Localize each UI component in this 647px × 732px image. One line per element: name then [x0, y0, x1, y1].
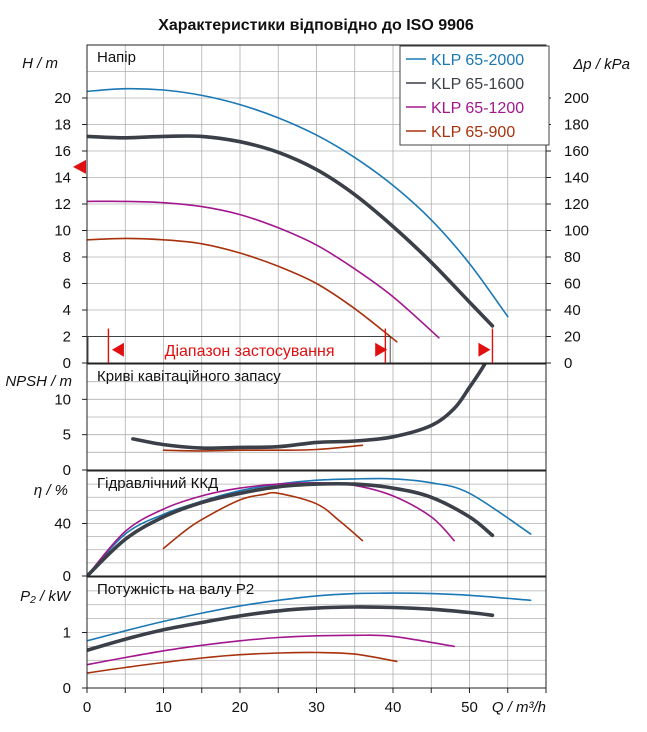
panel-1-ytick-label: 2 [63, 329, 71, 346]
panel-4-series-klp-65-1200 [87, 634, 455, 666]
y2tick-label: 200 [564, 90, 589, 107]
panel-2-title: Криві кавітаційного запасу [97, 368, 281, 385]
y2tick-label: 100 [564, 223, 589, 240]
xtick-label: 20 [232, 699, 249, 716]
x-axis-label: Q / m³/h [492, 699, 546, 716]
panel-4-title: Потужність на валу P2 [97, 581, 254, 598]
y2tick-label: 160 [564, 143, 589, 160]
y2tick-label: 20 [564, 329, 581, 346]
panel-3-series-klp-65-2000 [87, 477, 532, 576]
chart-title: Характеристики відповідно до ISO 9906 [158, 17, 474, 34]
panel-3-title: Гідравлічний ККД [97, 475, 218, 492]
y2tick-label: 60 [564, 276, 581, 293]
panel-2-ytick-label: 5 [63, 427, 71, 444]
panel-3-series-klp-65-1200 [87, 481, 455, 576]
y2-axis-label: Δp / kPa [572, 56, 630, 73]
range-arrow-right [375, 342, 388, 357]
panel-4-y-axis-label: P₂ / kW [20, 588, 72, 605]
panel-3-ytick-label: 0 [63, 568, 71, 585]
y2tick-label: 80 [564, 249, 581, 266]
panel-3-series-klp-65-1600 [87, 481, 495, 576]
labels-layer: 0246810121416182002040608010012014016018… [5, 49, 630, 716]
panel-2-y-axis-label: NPSH / m [5, 373, 72, 390]
panel-1-ytick-label: 6 [63, 276, 71, 293]
y2tick-label: 180 [564, 117, 589, 134]
panel-1-series-klp-65-1600 [87, 134, 495, 328]
panel-2-ytick-label: 10 [54, 391, 71, 408]
panel-1-series-klp-65-2000 [87, 87, 509, 318]
panel-3-ytick-label: 40 [54, 516, 71, 533]
panel-1-ytick-label: 20 [54, 90, 71, 107]
y2tick-label: 0 [564, 355, 572, 372]
panel-1-ytick-label: 16 [54, 143, 71, 160]
range-arrow-left [111, 342, 124, 357]
xtick-label: 50 [461, 699, 478, 716]
panel-2-frame [86, 363, 547, 471]
legend-label-klp-65-2000: KLP 65-2000 [431, 52, 524, 69]
range-label: Діапазон застосування [165, 343, 335, 360]
panel-2-ytick-label: 0 [63, 462, 71, 479]
panel-1-ytick-label: 12 [54, 196, 71, 213]
y2tick-label: 140 [564, 170, 589, 187]
panel-1-ytick-label: 0 [63, 355, 71, 372]
xtick-label: 40 [385, 699, 402, 716]
panel-1-series-klp-65-1200 [87, 200, 440, 339]
panel-1-y-axis-label: H / m [22, 55, 58, 72]
panel-1-ytick-label: 4 [63, 302, 71, 319]
panel-1-ytick-label: 8 [63, 249, 71, 266]
panel-2-series-klp-65-900 [162, 444, 364, 452]
series-layer [87, 87, 532, 674]
range-box [87, 336, 391, 364]
panel-3-y-axis-label: η / % [34, 482, 68, 499]
panel-1-ytick-label: 18 [54, 117, 71, 134]
panel-4-ytick-label: 0 [63, 680, 71, 697]
panel-3-series-klp-65-900 [162, 491, 364, 550]
panel-4-ytick-label: 1 [63, 625, 71, 642]
panel-1-ytick-label: 14 [54, 170, 71, 187]
legend-label-klp-65-1600: KLP 65-1600 [431, 76, 524, 93]
xtick-label: 10 [155, 699, 172, 716]
legend-label-klp-65-900: KLP 65-900 [431, 124, 515, 141]
xtick-label: 0 [83, 699, 91, 716]
range-arrow-max [478, 342, 491, 357]
panel-1-title: Напір [97, 49, 136, 66]
panel-2-series-klp-65-1600 [131, 364, 487, 451]
xtick-label: 30 [308, 699, 325, 716]
panel-1-series-klp-65-900 [87, 237, 398, 343]
panel-4-series-klp-65-1600 [87, 605, 495, 653]
frame-layer [73, 44, 551, 693]
y2tick-label: 40 [564, 302, 581, 319]
panel-1-ytick-label: 10 [54, 223, 71, 240]
legend-box [399, 45, 550, 146]
head-marker-arrow [73, 159, 86, 174]
legend: KLP 65-2000 KLP 65-1600 KLP 65-1200 KLP 65-… [399, 45, 550, 146]
panel-4-series-klp-65-2000 [87, 592, 532, 642]
legend-label-klp-65-1200: KLP 65-1200 [431, 100, 524, 117]
panel-4-series-klp-65-900 [87, 651, 398, 674]
y2tick-label: 120 [564, 196, 589, 213]
